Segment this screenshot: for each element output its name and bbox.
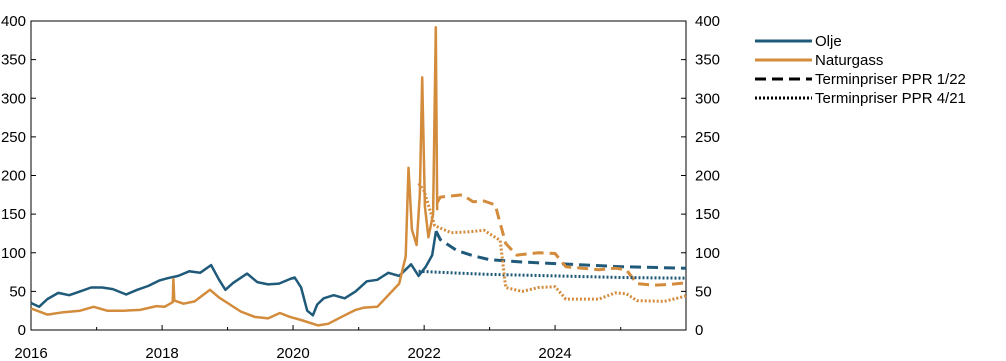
- y-tick-label-left: 0: [18, 322, 26, 339]
- x-tick-label: 2024: [538, 345, 571, 361]
- series-line-3: [435, 193, 687, 287]
- series-layer: [30, 25, 687, 327]
- series-line-4: [418, 269, 687, 280]
- y-tick-label-left: 200: [1, 168, 26, 185]
- y-tick-label-left: 50: [9, 283, 26, 300]
- y-tick-label-right: 350: [695, 52, 720, 69]
- y-tick-label-right: 100: [695, 245, 720, 262]
- plot-area: [30, 20, 687, 331]
- legend-label: Olje: [815, 33, 842, 50]
- legend-label: Terminpriser PPR 1/22: [815, 71, 966, 88]
- series-line-2: [434, 230, 687, 270]
- y-tick-label-left: 300: [1, 90, 26, 107]
- y-tick-label-left: 150: [1, 206, 26, 223]
- legend-label: Naturgass: [815, 52, 883, 69]
- y-tick-label-left: 100: [1, 245, 26, 262]
- series-line-5: [417, 182, 687, 303]
- x-tick-label: 2016: [14, 345, 47, 361]
- x-tick-label: 2022: [407, 345, 440, 361]
- y-tick-label-right: 200: [695, 168, 720, 185]
- y-tick-label-left: 350: [1, 52, 26, 69]
- y-tick-label-right: 50: [695, 283, 712, 300]
- y-tick-label-left: 250: [1, 129, 26, 146]
- series-line-1: [30, 25, 439, 327]
- axes-layer: 0 0 50 50 100 100 150 150 200 200 250 250 300 300 350 3…: [1, 13, 720, 361]
- y-tick-label-right: 250: [695, 129, 720, 146]
- x-tick-label: 2018: [145, 345, 178, 361]
- y-tick-label-right: 300: [695, 90, 720, 107]
- series-line-0: [30, 230, 438, 317]
- x-tick-label: 2020: [276, 345, 309, 361]
- legend-label: Terminpriser PPR 4/21: [815, 90, 966, 107]
- legend: Olje Naturgass Terminpriser PPR 1/22 Termin…: [755, 33, 966, 107]
- y-tick-label-left: 400: [1, 13, 26, 30]
- y-tick-label-right: 150: [695, 206, 720, 223]
- y-tick-label-right: 0: [695, 322, 703, 339]
- y-tick-label-right: 400: [695, 13, 720, 30]
